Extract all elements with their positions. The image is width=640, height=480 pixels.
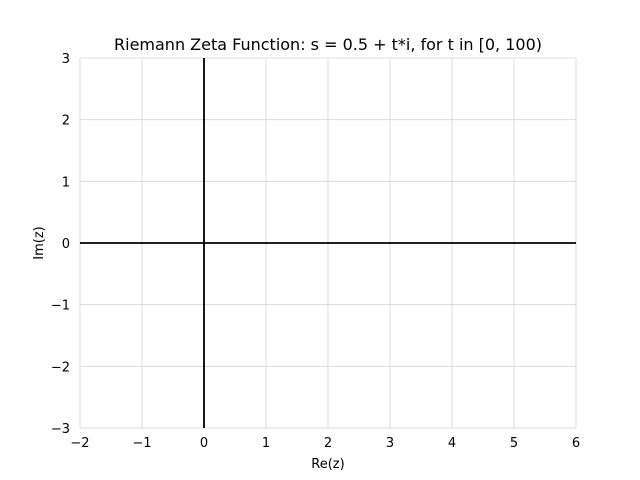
reference-lines <box>80 58 576 428</box>
x-tick-label-2: 0 <box>200 436 208 451</box>
x-tick-label-4: 2 <box>324 436 332 451</box>
y-tick-label-3: 0 <box>62 237 70 252</box>
x-tick-label-0: −2 <box>70 436 89 451</box>
chart-title: Riemann Zeta Function: s = 0.5 + t*i, fo… <box>114 35 542 54</box>
x-tick-label-6: 4 <box>448 436 456 451</box>
y-tick-labels: −3 −2 −1 0 1 2 3 <box>51 52 70 437</box>
x-tick-label-7: 5 <box>510 436 518 451</box>
y-tick-label-6: 3 <box>62 52 70 67</box>
x-tick-label-1: −1 <box>132 436 151 451</box>
y-tick-label-2: −1 <box>51 299 70 314</box>
y-tick-label-1: −2 <box>51 360 70 375</box>
y-axis-label: Im(z) <box>32 226 47 259</box>
x-tick-labels: −2 −1 0 1 2 3 4 5 6 <box>70 436 580 451</box>
y-tick-label-0: −3 <box>51 422 70 437</box>
x-tick-label-5: 3 <box>386 436 394 451</box>
x-axis-label: Re(z) <box>311 457 344 472</box>
y-tick-label-5: 2 <box>62 114 70 129</box>
x-tick-label-3: 1 <box>262 436 270 451</box>
x-tick-label-8: 6 <box>572 436 580 451</box>
y-tick-label-4: 1 <box>62 175 70 190</box>
